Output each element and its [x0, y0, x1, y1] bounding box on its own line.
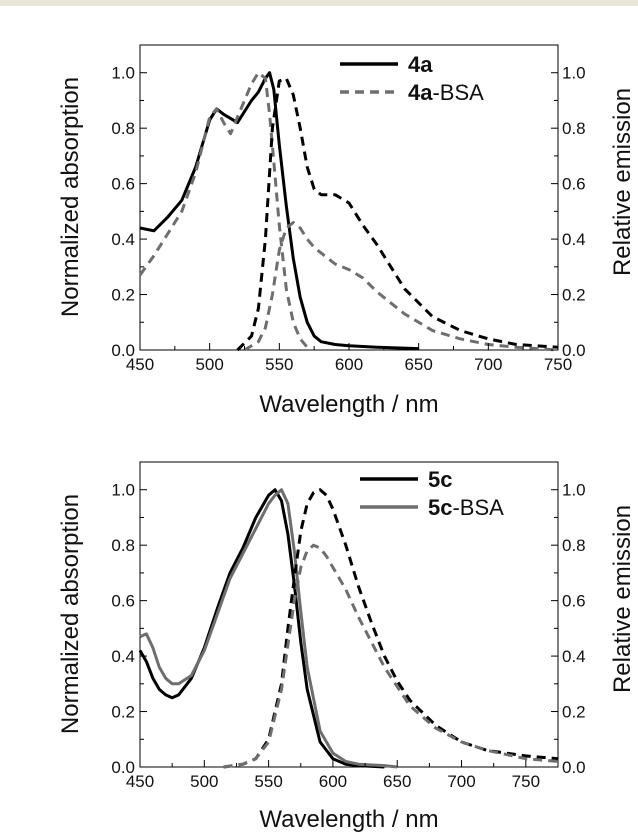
y-tick-label: 0.8 [111, 536, 135, 555]
series-4a-bsa-absorption-line [138, 71, 309, 349]
y2-axis-ticks: 0.0 0.2 0.4 0.6 0.8 1.0 [551, 64, 586, 360]
y-tick-label: 0.4 [111, 647, 135, 666]
y2-tick-label: 0.6 [562, 175, 586, 194]
y2-tick-label: 0.2 [562, 703, 586, 722]
series-5c-bsa-absorption-line [139, 488, 398, 769]
x-tick-label: 750 [512, 772, 540, 791]
y-tick-label: 0.4 [111, 230, 135, 249]
x-tick-label: 650 [404, 355, 432, 374]
y-axis-ticks: 0.0 0.2 0.4 0.6 0.8 1.0 [111, 481, 147, 777]
chart-5c: 450 500 550 600 650 700 750 0.0 0.2 0.4 0.6 0.8 1.0… [57, 461, 636, 833]
x-axis-label: Wavelength / nm [259, 391, 438, 418]
legend-label: 5c [428, 467, 452, 492]
y2-tick-label: 0.0 [562, 341, 586, 360]
legend-label-compound: 4a [408, 80, 433, 105]
series-4a-bsa-emission-line [243, 221, 559, 352]
y-tick-label: 0.2 [111, 286, 135, 305]
y2-tick-label: 0.8 [562, 119, 586, 138]
legend-label: 4a [408, 52, 433, 77]
plot-frame [139, 461, 559, 768]
legend-label-suffix: -BSA [452, 495, 504, 520]
x-tick-label: 550 [254, 772, 282, 791]
x-tick-label: 700 [474, 355, 502, 374]
series-5c-emission-line [223, 488, 559, 769]
x-tick-label: 500 [190, 772, 218, 791]
y2-axis-ticks: 0.0 0.2 0.4 0.6 0.8 1.0 [551, 481, 586, 777]
series-5c-absorption-line [138, 488, 385, 769]
y-tick-label: 0.8 [111, 119, 135, 138]
x-tick-label: 600 [335, 355, 363, 374]
y2-axis-label: Relative emission [609, 505, 636, 693]
legend-label-compound: 4a [408, 52, 433, 77]
x-tick-label: 600 [319, 772, 347, 791]
x-axis-label: Wavelength / nm [259, 806, 438, 833]
y2-tick-label: 1.0 [562, 64, 586, 83]
x-tick-label: 700 [447, 772, 475, 791]
y2-tick-label: 0.2 [562, 286, 586, 305]
legend-label-compound: 5c [428, 495, 452, 520]
y2-tick-label: 0.4 [562, 230, 586, 249]
plot-area: 450 500 550 600 650 700 750 0.0 0.2 0.4 0.6 0.8 1.0… [111, 44, 586, 374]
y-tick-label: 1.0 [111, 64, 135, 83]
series-5c-bsa-emission-line [223, 543, 559, 769]
legend-label-suffix: -BSA [432, 80, 484, 105]
legend-label: 5c-BSA [428, 495, 504, 520]
data-curves [138, 71, 559, 352]
x-tick-label: 450 [126, 772, 154, 791]
top-color-band [0, 0, 638, 6]
y-tick-label: 0.6 [111, 592, 135, 611]
plot-area: 450 500 550 600 650 700 750 0.0 0.2 0.4 0.6 0.8 1.0… [111, 461, 586, 791]
y2-tick-label: 0.0 [562, 758, 586, 777]
y-axis-label: Normalized absorption [57, 494, 84, 734]
x-tick-label: 450 [126, 355, 154, 374]
data-curves [138, 488, 559, 769]
x-axis-ticks: 450 500 550 600 650 700 750 [126, 343, 572, 374]
y2-tick-label: 1.0 [562, 481, 586, 500]
y-tick-label: 0.2 [111, 703, 135, 722]
y-tick-label: 0.6 [111, 175, 135, 194]
y2-axis-label: Relative emission [609, 88, 636, 276]
x-tick-label: 550 [265, 355, 293, 374]
y2-tick-label: 0.8 [562, 536, 586, 555]
y-tick-label: 0.0 [111, 341, 135, 360]
y2-tick-label: 0.6 [562, 592, 586, 611]
x-axis-ticks: 450 500 550 600 650 700 750 [126, 760, 540, 791]
x-tick-label: 750 [544, 355, 572, 374]
y-axis-label: Normalized absorption [57, 77, 84, 317]
y-axis-ticks: 0.0 0.2 0.4 0.6 0.8 1.0 [111, 64, 147, 360]
y2-tick-label: 0.4 [562, 647, 586, 666]
x-tick-label: 500 [195, 355, 223, 374]
legend-label: 4a-BSA [408, 80, 484, 105]
x-tick-label: 650 [383, 772, 411, 791]
series-4a-emission-line [236, 76, 559, 352]
y-tick-label: 0.0 [111, 758, 135, 777]
chart-4a: 450 500 550 600 650 700 750 0.0 0.2 0.4 0.6 0.8 1.0… [57, 44, 636, 418]
legend-label-compound: 5c [428, 467, 452, 492]
y-tick-label: 1.0 [111, 481, 135, 500]
